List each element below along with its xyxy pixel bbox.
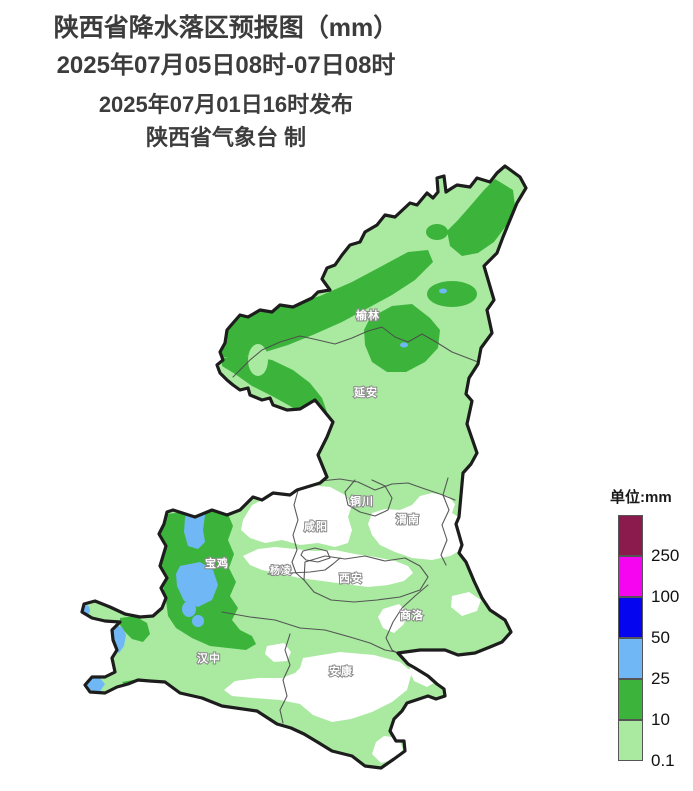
- legend-row-50: 50: [618, 597, 670, 647]
- city-label-weinan: 渭南: [396, 512, 420, 526]
- city-label-shangluo: 商洛: [400, 608, 424, 622]
- city-label-tongchuan: 铜川: [349, 494, 374, 508]
- precipitation-legend: 单位:mm 250 100 50 25 10 0.1: [608, 486, 693, 770]
- city-label-xian: 西安: [339, 571, 363, 585]
- rain-area-0-1mm-pocket: [248, 344, 268, 376]
- city-label-xianyang: 咸阳: [304, 519, 328, 533]
- city-label-yanan: 延安: [353, 385, 378, 399]
- legend-value-250: 250: [651, 546, 680, 565]
- legend-swatch-0-1: [618, 720, 643, 761]
- city-label-ankang: 安康: [329, 664, 353, 678]
- city-label-baoji: 宝鸡: [205, 556, 229, 570]
- legend-swatch-250: [618, 515, 643, 556]
- legend-swatch-10: [618, 679, 643, 720]
- legend-scale: 250 100 50 25 10 0.1: [618, 515, 693, 770]
- legend-row-250: 250: [618, 515, 679, 565]
- forecast-period: 2025年07月05日08时-07日08时: [56, 52, 396, 79]
- issuing-authority: 陕西省气象台 制: [145, 125, 307, 150]
- legend-value-50: 50: [651, 628, 670, 647]
- legend-row-0-1: 0.1: [618, 720, 675, 770]
- city-labels: 榆林 延安 铜川 渭南 咸阳 宝鸡 杨凌 西安 商洛 汉中 安康: [196, 307, 424, 679]
- legend-row-10: 10: [618, 679, 670, 729]
- legend-swatch-100: [618, 556, 643, 597]
- city-label-hanzhong: 汉中: [197, 651, 221, 665]
- legend-value-25: 25: [651, 669, 670, 688]
- legend-row-100: 100: [618, 556, 679, 606]
- legend-title: 单位:mm: [610, 489, 672, 506]
- legend-row-25: 25: [618, 638, 670, 688]
- page-title: 陕西省降水落区预报图（mm）: [53, 14, 399, 42]
- legend-value-0-1: 0.1: [651, 751, 675, 770]
- map-title-block: 陕西省降水落区预报图（mm） 2025年07月05日08时-07日08时 202…: [0, 12, 452, 152]
- city-boundaries: [221, 326, 479, 724]
- legend-swatch-50: [618, 597, 643, 638]
- legend-value-10: 10: [651, 710, 670, 729]
- legend-swatch-25: [618, 638, 643, 679]
- city-label-yulin: 榆林: [356, 308, 380, 322]
- legend-value-100: 100: [651, 587, 680, 606]
- city-label-yangling: 杨凌: [270, 564, 292, 577]
- issue-time: 2025年07月01日16时发布: [98, 92, 354, 117]
